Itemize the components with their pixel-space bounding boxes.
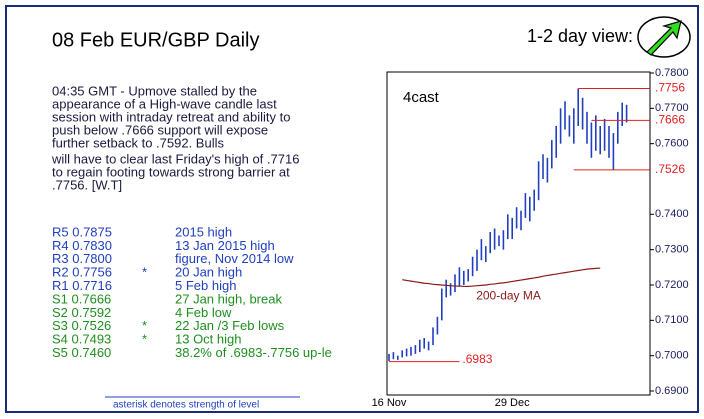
view-arrow [637, 16, 691, 58]
chart-frame [386, 71, 651, 396]
y-tick-label: 0.7000 [655, 350, 689, 362]
view-label: 1-2 day view: [527, 26, 633, 46]
level-label: .6983 [462, 352, 492, 366]
level-note: 27 Jan high, break [175, 291, 282, 306]
level-value: S4 0.7493 [52, 332, 111, 347]
commentary-line: appearance of a High-wave candle last [52, 96, 277, 111]
level-note: 5 Feb high [175, 278, 236, 293]
x-tick-label: 29 Dec [495, 397, 530, 409]
commentary-line: .7756. [W.T] [52, 177, 122, 192]
level-note: 2015 high [175, 224, 232, 239]
level-star: * [142, 332, 147, 347]
y-tick-label: 0.6900 [655, 385, 689, 397]
level-value: S1 0.7666 [52, 291, 111, 306]
title: 08 Feb EUR/GBP Daily [52, 29, 260, 51]
level-value: R1 0.7716 [52, 278, 112, 293]
commentary-line: 04:35 GMT - Upmove stalled by the [52, 83, 257, 98]
x-tick-label: 16 Nov [372, 397, 407, 409]
level-value: S2 0.7592 [52, 305, 111, 320]
level-value: S3 0.7526 [52, 318, 111, 333]
level-label: .7666 [655, 113, 685, 127]
y-tick-label: 0.7700 [655, 102, 689, 114]
level-note: 13 Jan 2015 high [175, 238, 275, 253]
level-value: R5 0.7875 [52, 224, 112, 239]
y-tick-label: 0.7200 [655, 279, 689, 291]
y-tick-label: 0.7300 [655, 244, 689, 256]
chart-title: 4cast [403, 89, 440, 106]
level-value: S5 0.7460 [52, 345, 111, 360]
commentary-line: further setback to .7592. Bulls [52, 135, 224, 150]
ma-line [402, 267, 601, 288]
commentary-line: push below .7666 support will expose [52, 122, 268, 137]
ma-label: 200-day MA [476, 288, 541, 302]
y-tick-label: 0.7100 [655, 314, 689, 326]
level-label: .7526 [655, 162, 685, 176]
level-value: R3 0.7800 [52, 251, 112, 266]
level-note: figure, Nov 2014 low [175, 251, 294, 266]
level-label: .7756 [655, 81, 685, 95]
commentary-line: will have to clear last Friday's high of… [51, 151, 299, 166]
level-note: 38.2% of .6983-.7756 up-le [175, 345, 332, 360]
level-value: R2 0.7756 [52, 265, 112, 280]
footnote: asterisk denotes strength of level [113, 400, 259, 411]
y-tick-label: 0.7600 [655, 138, 689, 150]
level-note: 22 Jan /3 Feb lows [175, 318, 285, 333]
y-tick-label: 0.7800 [655, 67, 689, 79]
level-star: * [142, 265, 147, 280]
y-tick-label: 0.7400 [655, 208, 689, 220]
level-star: * [142, 318, 147, 333]
level-note: 13 Oct high [175, 332, 242, 347]
level-value: R4 0.7830 [52, 238, 112, 253]
level-note: 20 Jan high [175, 265, 242, 280]
text-layer: 04:35 GMT - Upmove stalled by theappeara… [51, 83, 332, 360]
level-note: 4 Feb low [175, 305, 232, 320]
commentary-line: to regain footing towards strong barrier… [52, 164, 290, 179]
chart-layer: 4cast 0.7800 0.7700 0.7600 0.7400 0.7300 0.720… [372, 67, 689, 409]
commentary-line: session with intraday retreat and abilit… [52, 109, 290, 124]
